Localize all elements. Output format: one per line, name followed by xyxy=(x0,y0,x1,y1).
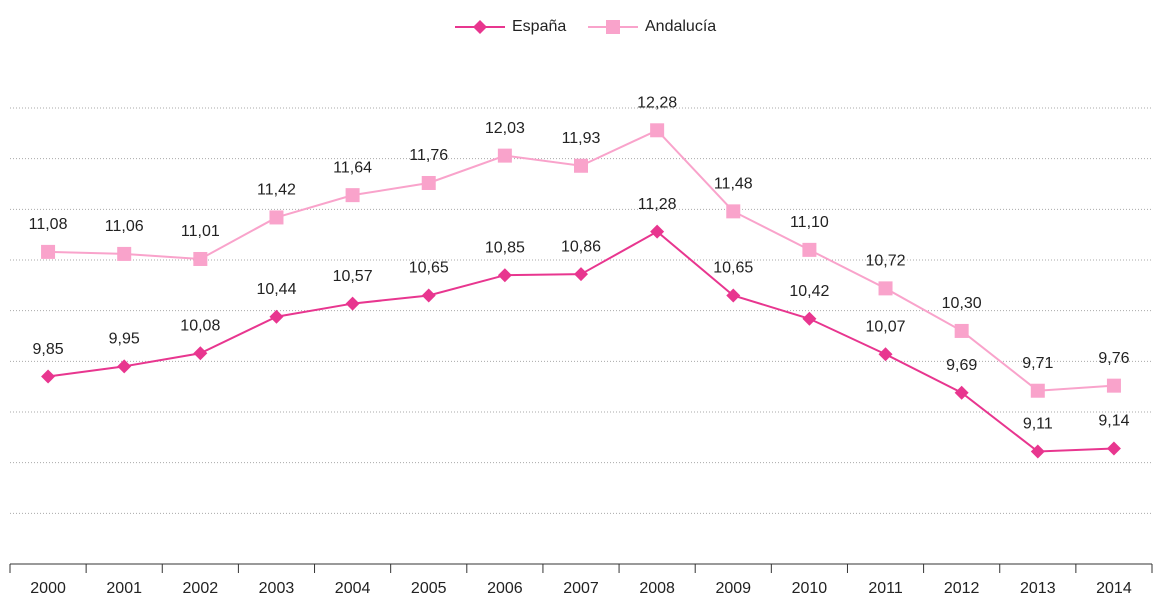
point xyxy=(421,288,436,303)
value-label: 9,85 xyxy=(32,341,63,358)
value-label: 10,85 xyxy=(485,239,525,256)
value-label: 10,72 xyxy=(866,253,906,270)
point xyxy=(117,359,132,374)
value-label: 11,10 xyxy=(790,214,829,231)
point xyxy=(954,385,969,400)
value-label: 12,28 xyxy=(637,95,677,112)
value-label: 11,28 xyxy=(638,196,677,213)
value-label: 11,64 xyxy=(333,159,372,176)
x-tick-label: 2001 xyxy=(106,580,142,597)
point xyxy=(193,251,208,266)
value-label: 9,95 xyxy=(109,331,140,348)
x-tick-label: 2008 xyxy=(639,580,675,597)
legend-label: Andalucía xyxy=(645,18,716,35)
point xyxy=(802,242,817,257)
value-label: 10,08 xyxy=(180,317,220,334)
x-tick-label: 2007 xyxy=(563,580,599,597)
point xyxy=(878,281,893,296)
point xyxy=(41,244,56,259)
point xyxy=(193,346,208,361)
x-tick-label: 2002 xyxy=(183,580,219,597)
value-label: 10,65 xyxy=(409,260,449,277)
value-label: 9,14 xyxy=(1098,413,1129,430)
value-label: 10,30 xyxy=(942,295,982,312)
point xyxy=(269,309,284,324)
point xyxy=(421,175,436,190)
x-tick-label: 2013 xyxy=(1020,580,1056,597)
value-label: 11,01 xyxy=(181,223,220,240)
value-label: 9,71 xyxy=(1022,355,1053,372)
point xyxy=(117,246,132,261)
point xyxy=(726,288,741,303)
value-label: 11,76 xyxy=(409,147,448,164)
x-tick-label: 2000 xyxy=(30,580,66,597)
x-tick-label: 2005 xyxy=(411,580,447,597)
legend-label: España xyxy=(512,18,566,35)
point xyxy=(650,224,665,239)
point xyxy=(1030,444,1045,459)
point xyxy=(1106,378,1121,393)
point xyxy=(650,123,665,138)
point xyxy=(726,204,741,219)
x-tick-label: 2004 xyxy=(335,580,371,597)
point xyxy=(345,296,360,311)
point xyxy=(41,369,56,384)
point xyxy=(574,267,588,282)
value-label: 10,42 xyxy=(789,283,829,300)
point xyxy=(1030,383,1045,398)
point xyxy=(878,347,893,362)
value-label: 10,44 xyxy=(256,281,296,298)
value-label: 12,03 xyxy=(485,120,525,137)
point xyxy=(345,188,360,203)
point xyxy=(269,210,284,225)
value-label: 10,86 xyxy=(561,238,601,255)
value-label: 9,69 xyxy=(946,357,977,374)
value-label: 11,48 xyxy=(714,176,753,193)
point xyxy=(497,268,512,283)
value-label: 11,93 xyxy=(562,130,601,147)
point xyxy=(1106,441,1121,456)
x-tick-label: 2014 xyxy=(1096,580,1132,597)
value-label: 9,76 xyxy=(1098,350,1129,367)
value-label: 10,57 xyxy=(333,268,373,285)
x-tick-label: 2012 xyxy=(944,580,980,597)
x-tick-label: 2009 xyxy=(715,580,751,597)
legend-marker xyxy=(473,20,487,34)
x-tick-label: 2011 xyxy=(868,580,903,597)
x-tick-label: 2010 xyxy=(792,580,828,597)
value-label: 11,42 xyxy=(257,182,296,199)
x-tick-label: 2003 xyxy=(259,580,295,597)
point xyxy=(497,148,512,163)
value-label: 10,07 xyxy=(866,318,906,335)
value-label: 10,65 xyxy=(713,260,753,277)
x-tick-label: 2006 xyxy=(487,580,523,597)
value-label: 11,06 xyxy=(105,218,144,235)
value-label: 9,11 xyxy=(1023,416,1053,433)
legend-marker xyxy=(606,20,620,34)
value-label: 11,08 xyxy=(29,216,68,233)
point xyxy=(574,158,588,173)
point xyxy=(802,311,817,326)
point xyxy=(954,323,969,338)
series-line xyxy=(47,230,1114,453)
